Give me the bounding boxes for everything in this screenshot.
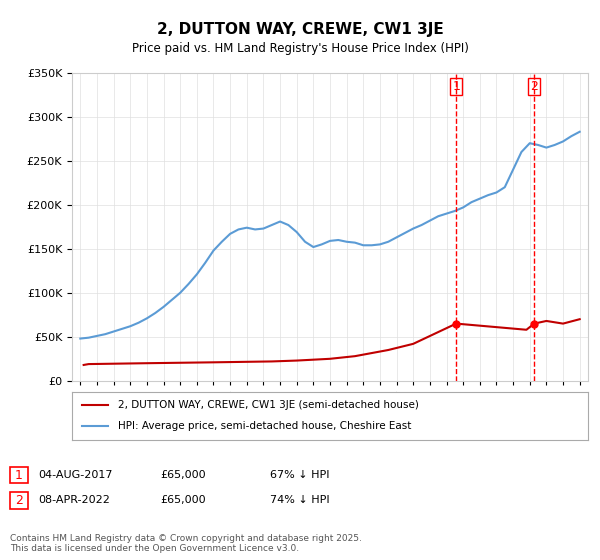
Text: 04-AUG-2017: 04-AUG-2017 (38, 470, 113, 480)
Text: 1: 1 (15, 469, 23, 482)
Text: 08-APR-2022: 08-APR-2022 (38, 495, 110, 505)
Bar (10, 492, 28, 508)
Bar (10, 466, 28, 483)
Text: £65,000: £65,000 (160, 495, 206, 505)
Text: 2: 2 (530, 80, 538, 93)
Text: Contains HM Land Registry data © Crown copyright and database right 2025.
This d: Contains HM Land Registry data © Crown c… (10, 534, 362, 553)
Text: Price paid vs. HM Land Registry's House Price Index (HPI): Price paid vs. HM Land Registry's House … (131, 42, 469, 55)
Text: 1: 1 (452, 80, 460, 93)
Text: HPI: Average price, semi-detached house, Cheshire East: HPI: Average price, semi-detached house,… (118, 421, 412, 431)
Text: 2, DUTTON WAY, CREWE, CW1 3JE: 2, DUTTON WAY, CREWE, CW1 3JE (157, 22, 443, 38)
Text: 2, DUTTON WAY, CREWE, CW1 3JE (semi-detached house): 2, DUTTON WAY, CREWE, CW1 3JE (semi-deta… (118, 400, 419, 410)
Text: 2: 2 (15, 494, 23, 507)
Text: £65,000: £65,000 (160, 470, 206, 480)
Text: 67% ↓ HPI: 67% ↓ HPI (270, 470, 329, 480)
Text: 74% ↓ HPI: 74% ↓ HPI (270, 495, 329, 505)
